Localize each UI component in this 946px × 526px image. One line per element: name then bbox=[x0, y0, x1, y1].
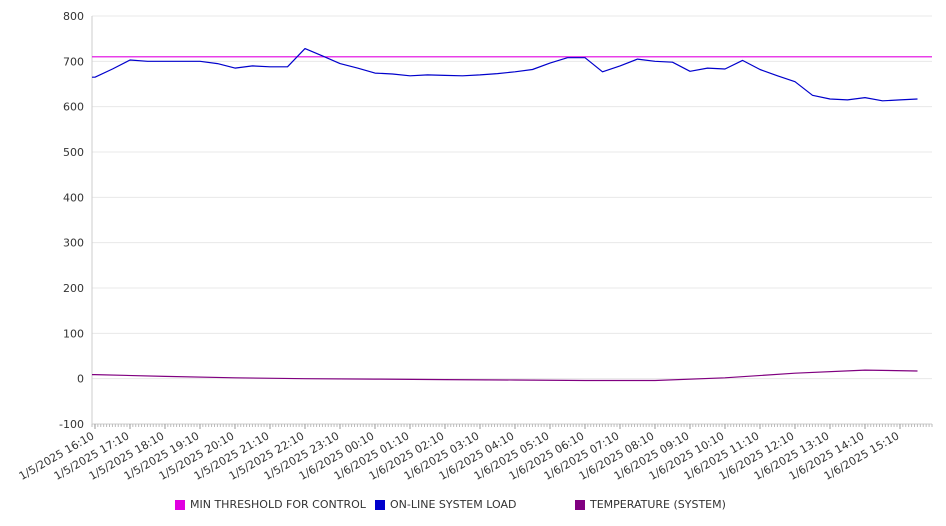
y-tick-label: 700 bbox=[63, 55, 84, 68]
series-lines bbox=[92, 47, 932, 382]
y-tick-label: 500 bbox=[63, 146, 84, 159]
legend-label-threshold: MIN THRESHOLD FOR CONTROL bbox=[190, 498, 366, 511]
y-tick-label: 100 bbox=[63, 327, 84, 340]
legend-label-temperature: TEMPERATURE (SYSTEM) bbox=[590, 498, 726, 511]
system-load-line bbox=[92, 47, 918, 102]
y-tick-label: 0 bbox=[77, 373, 84, 386]
x-axis: 1/5/2025 16:101/5/2025 17:101/5/2025 18:… bbox=[17, 423, 933, 483]
legend-item-temperature[interactable]: TEMPERATURE (SYSTEM) bbox=[575, 498, 726, 511]
legend-item-system-load[interactable]: ON-LINE SYSTEM LOAD bbox=[375, 498, 516, 511]
y-tick-label: 300 bbox=[63, 237, 84, 250]
legend: MIN THRESHOLD FOR CONTROL ON-LINE SYSTEM… bbox=[0, 498, 946, 514]
y-tick-label: 800 bbox=[63, 10, 84, 23]
y-tick-label: 400 bbox=[63, 191, 84, 204]
legend-label-system-load: ON-LINE SYSTEM LOAD bbox=[390, 498, 517, 511]
legend-item-threshold[interactable]: MIN THRESHOLD FOR CONTROL bbox=[175, 498, 366, 511]
legend-swatch-system-load bbox=[375, 499, 385, 510]
y-axis: 800 700 600 500 400 300 200 100 0 -100 bbox=[59, 10, 93, 431]
legend-swatch-temperature bbox=[575, 499, 585, 510]
y-tick-label: -100 bbox=[59, 418, 84, 431]
grid-lines bbox=[92, 15, 932, 425]
y-tick-label: 200 bbox=[63, 282, 84, 295]
temperature-line bbox=[92, 369, 918, 382]
legend-swatch-threshold bbox=[175, 499, 185, 510]
y-tick-label: 600 bbox=[63, 101, 84, 114]
